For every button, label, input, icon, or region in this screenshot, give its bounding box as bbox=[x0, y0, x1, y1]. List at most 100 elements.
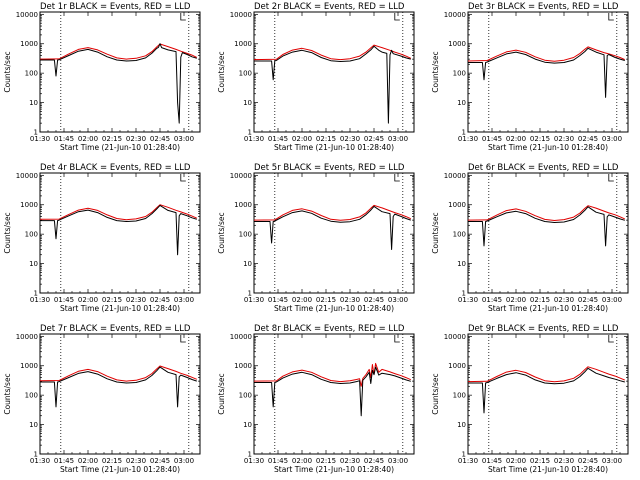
x-axis-label: Start Time (21-Jun-10 01:28:40) bbox=[60, 304, 180, 313]
series-line-events bbox=[40, 204, 197, 256]
x-tick-label: 02:45 bbox=[150, 135, 170, 143]
y-axis-label: Counts/sec bbox=[431, 212, 440, 253]
x-tick-label: 02:15 bbox=[102, 457, 122, 465]
y-tick-label: 100 bbox=[239, 231, 252, 239]
series-line-events bbox=[468, 206, 625, 247]
x-tick-label: 01:45 bbox=[54, 457, 74, 465]
y-tick-label: 1000 bbox=[448, 362, 466, 370]
x-tick-label: 02:45 bbox=[150, 457, 170, 465]
x-tick-label: 03:00 bbox=[174, 296, 194, 304]
x-tick-label: 02:30 bbox=[554, 135, 574, 143]
y-tick-label: 100 bbox=[25, 231, 38, 239]
y-tick-label: 1 bbox=[462, 451, 466, 459]
x-tick-label: 02:30 bbox=[340, 457, 360, 465]
panel-det-4r: Det 4r BLACK = Events, RED = LLD 1 10 100 10… bbox=[3, 163, 201, 313]
y-tick-label: 100 bbox=[453, 392, 466, 400]
series-line-events bbox=[468, 47, 625, 98]
y-tick-label: 10 bbox=[29, 99, 38, 107]
series-line-lld bbox=[253, 204, 412, 221]
y-tick-label: 1000 bbox=[234, 201, 252, 209]
y-tick-label: 1 bbox=[34, 451, 38, 459]
L-marker bbox=[608, 13, 614, 21]
x-tick-label: 02:30 bbox=[126, 296, 146, 304]
panel-title: Det 1r BLACK = Events, RED = LLD bbox=[40, 2, 191, 12]
y-tick-label: 1 bbox=[248, 451, 252, 459]
y-tick-label: 1 bbox=[34, 129, 38, 137]
x-tick-label: 02:45 bbox=[578, 457, 598, 465]
x-tick-label: 03:00 bbox=[388, 135, 408, 143]
y-tick-label: 10000 bbox=[444, 11, 466, 19]
series-line-events bbox=[254, 45, 411, 124]
series-line-lld bbox=[467, 366, 625, 383]
x-axis-label: Start Time (21-Jun-10 01:28:40) bbox=[488, 143, 608, 152]
x-tick-label: 02:00 bbox=[292, 457, 312, 465]
plot-frame bbox=[467, 333, 629, 455]
panel-title: Det 9r BLACK = Events, RED = LLD bbox=[468, 324, 619, 334]
panel-det-6r: Det 6r BLACK = Events, RED = LLD 1 10 100 10… bbox=[431, 163, 629, 313]
x-tick-label: 01:45 bbox=[54, 296, 74, 304]
x-tick-label: 02:15 bbox=[530, 457, 550, 465]
L-marker bbox=[394, 174, 400, 182]
y-axis-label: Counts/sec bbox=[431, 51, 440, 92]
L-marker bbox=[180, 335, 186, 343]
x-axis-label: Start Time (21-Jun-10 01:28:40) bbox=[274, 304, 394, 313]
x-tick-label: 01:30 bbox=[30, 457, 50, 465]
y-tick-label: 1 bbox=[462, 290, 466, 298]
x-tick-label: 01:45 bbox=[268, 457, 288, 465]
x-axis-label: Start Time (21-Jun-10 01:28:40) bbox=[488, 304, 608, 313]
x-tick-label: 02:15 bbox=[316, 457, 336, 465]
y-tick-label: 100 bbox=[25, 70, 38, 78]
x-tick-label: 03:00 bbox=[602, 296, 622, 304]
x-tick-label: 02:45 bbox=[364, 296, 384, 304]
x-axis-label: Start Time (21-Jun-10 01:28:40) bbox=[60, 143, 180, 152]
x-axis-label: Start Time (21-Jun-10 01:28:40) bbox=[488, 465, 608, 474]
L-marker bbox=[608, 335, 614, 343]
plot-frame bbox=[467, 172, 629, 294]
x-tick-label: 02:30 bbox=[126, 457, 146, 465]
x-tick-label: 02:00 bbox=[506, 457, 526, 465]
x-tick-label: 01:45 bbox=[268, 135, 288, 143]
y-tick-label: 10000 bbox=[230, 172, 252, 180]
plot-frame bbox=[253, 333, 415, 455]
plot-frame bbox=[39, 333, 201, 455]
x-tick-label: 02:45 bbox=[578, 296, 598, 304]
L-marker bbox=[394, 13, 400, 21]
x-tick-label: 03:00 bbox=[602, 457, 622, 465]
x-tick-label: 01:30 bbox=[30, 135, 50, 143]
x-tick-label: 02:15 bbox=[316, 296, 336, 304]
x-tick-label: 02:45 bbox=[364, 135, 384, 143]
panel-title: Det 7r BLACK = Events, RED = LLD bbox=[40, 324, 191, 334]
y-tick-label: 1000 bbox=[20, 40, 38, 48]
y-tick-label: 1 bbox=[248, 290, 252, 298]
panel-det-5r: Det 5r BLACK = Events, RED = LLD 1 10 100 10… bbox=[217, 163, 415, 313]
x-tick-label: 02:15 bbox=[530, 296, 550, 304]
y-tick-label: 10 bbox=[29, 421, 38, 429]
L-marker bbox=[394, 335, 400, 343]
series-line-events bbox=[40, 43, 197, 124]
panel-title: Det 2r BLACK = Events, RED = LLD bbox=[254, 2, 405, 12]
plot-frame bbox=[467, 11, 629, 133]
y-axis-label: Counts/sec bbox=[431, 373, 440, 414]
y-tick-label: 100 bbox=[453, 70, 466, 78]
x-tick-label: 01:30 bbox=[458, 296, 478, 304]
y-axis-label: Counts/sec bbox=[3, 51, 12, 92]
series-line-lld bbox=[39, 204, 198, 221]
x-tick-label: 02:15 bbox=[530, 135, 550, 143]
y-tick-label: 1000 bbox=[20, 201, 38, 209]
panel-title: Det 8r BLACK = Events, RED = LLD bbox=[254, 324, 405, 334]
panel-title: Det 6r BLACK = Events, RED = LLD bbox=[468, 163, 619, 173]
y-tick-label: 10000 bbox=[16, 333, 38, 341]
y-axis-label: Counts/sec bbox=[217, 373, 226, 414]
y-tick-label: 10 bbox=[457, 260, 466, 268]
x-tick-label: 02:15 bbox=[102, 296, 122, 304]
y-tick-label: 1000 bbox=[20, 362, 38, 370]
x-tick-label: 01:30 bbox=[244, 296, 264, 304]
x-tick-label: 02:00 bbox=[78, 296, 98, 304]
panel-title: Det 3r BLACK = Events, RED = LLD bbox=[468, 2, 619, 12]
y-tick-label: 1000 bbox=[234, 40, 252, 48]
series-line-lld bbox=[253, 362, 412, 387]
x-tick-label: 03:00 bbox=[388, 296, 408, 304]
y-axis-label: Counts/sec bbox=[3, 212, 12, 253]
x-tick-label: 02:30 bbox=[340, 135, 360, 143]
panel-det-3r: Det 3r BLACK = Events, RED = LLD 1 10 100 10… bbox=[431, 2, 629, 152]
